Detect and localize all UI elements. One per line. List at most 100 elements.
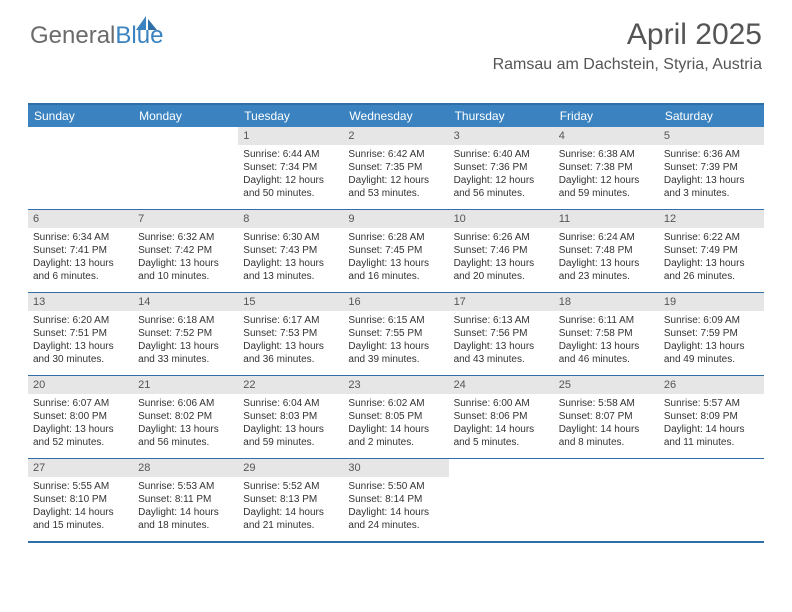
sunset-text: Sunset: 8:06 PM <box>454 410 549 423</box>
day-number <box>133 127 238 131</box>
calendar-day-cell: 13Sunrise: 6:20 AMSunset: 7:51 PMDayligh… <box>28 293 133 375</box>
daylight-text: Daylight: 13 hours and 16 minutes. <box>348 257 443 283</box>
daylight-text: Daylight: 13 hours and 3 minutes. <box>664 174 759 200</box>
day-number: 20 <box>28 376 133 394</box>
day-number: 14 <box>133 293 238 311</box>
sunrise-text: Sunrise: 6:09 AM <box>664 314 759 327</box>
sunset-text: Sunset: 8:09 PM <box>664 410 759 423</box>
calendar-day-cell: 27Sunrise: 5:55 AMSunset: 8:10 PMDayligh… <box>28 459 133 541</box>
day-number: 26 <box>659 376 764 394</box>
day-details: Sunrise: 6:38 AMSunset: 7:38 PMDaylight:… <box>554 145 659 206</box>
sunset-text: Sunset: 7:42 PM <box>138 244 233 257</box>
sunset-text: Sunset: 7:34 PM <box>243 161 338 174</box>
sunrise-text: Sunrise: 5:55 AM <box>33 480 128 493</box>
daylight-text: Daylight: 14 hours and 18 minutes. <box>138 506 233 532</box>
day-number: 6 <box>28 210 133 228</box>
calendar-day-cell: 2Sunrise: 6:42 AMSunset: 7:35 PMDaylight… <box>343 127 448 209</box>
daylight-text: Daylight: 13 hours and 56 minutes. <box>138 423 233 449</box>
sunset-text: Sunset: 7:52 PM <box>138 327 233 340</box>
sunrise-text: Sunrise: 5:53 AM <box>138 480 233 493</box>
sunset-text: Sunset: 7:58 PM <box>559 327 654 340</box>
weekday-header-row: Sunday Monday Tuesday Wednesday Thursday… <box>28 105 764 127</box>
sunrise-text: Sunrise: 6:40 AM <box>454 148 549 161</box>
sunrise-text: Sunrise: 6:06 AM <box>138 397 233 410</box>
day-details: Sunrise: 6:06 AMSunset: 8:02 PMDaylight:… <box>133 394 238 455</box>
sunrise-text: Sunrise: 6:28 AM <box>348 231 443 244</box>
calendar-day-cell: 17Sunrise: 6:13 AMSunset: 7:56 PMDayligh… <box>449 293 554 375</box>
calendar-day-cell: 4Sunrise: 6:38 AMSunset: 7:38 PMDaylight… <box>554 127 659 209</box>
sunset-text: Sunset: 7:56 PM <box>454 327 549 340</box>
day-details: Sunrise: 6:44 AMSunset: 7:34 PMDaylight:… <box>238 145 343 206</box>
day-number: 4 <box>554 127 659 145</box>
daylight-text: Daylight: 14 hours and 2 minutes. <box>348 423 443 449</box>
day-details: Sunrise: 6:42 AMSunset: 7:35 PMDaylight:… <box>343 145 448 206</box>
sunset-text: Sunset: 8:11 PM <box>138 493 233 506</box>
day-details: Sunrise: 6:07 AMSunset: 8:00 PMDaylight:… <box>28 394 133 455</box>
sunrise-text: Sunrise: 6:20 AM <box>33 314 128 327</box>
daylight-text: Daylight: 13 hours and 6 minutes. <box>33 257 128 283</box>
sunrise-text: Sunrise: 6:44 AM <box>243 148 338 161</box>
calendar-day-cell <box>554 459 659 541</box>
daylight-text: Daylight: 14 hours and 24 minutes. <box>348 506 443 532</box>
day-number <box>28 127 133 131</box>
day-details: Sunrise: 6:26 AMSunset: 7:46 PMDaylight:… <box>449 228 554 289</box>
day-details: Sunrise: 6:18 AMSunset: 7:52 PMDaylight:… <box>133 311 238 372</box>
sunrise-text: Sunrise: 6:36 AM <box>664 148 759 161</box>
sunrise-text: Sunrise: 5:50 AM <box>348 480 443 493</box>
day-number: 27 <box>28 459 133 477</box>
logo-text-general: General <box>30 22 115 50</box>
day-number: 2 <box>343 127 448 145</box>
sunrise-text: Sunrise: 6:17 AM <box>243 314 338 327</box>
sunset-text: Sunset: 8:13 PM <box>243 493 338 506</box>
calendar-day-cell: 28 Sunrise: 5:53 AMSunset: 8:11 PMDayligh… <box>133 459 238 541</box>
sunset-text: Sunset: 8:10 PM <box>33 493 128 506</box>
day-details: Sunrise: 6:24 AMSunset: 7:48 PMDaylight:… <box>554 228 659 289</box>
sunset-text: Sunset: 7:53 PM <box>243 327 338 340</box>
calendar-day-cell: 10Sunrise: 6:26 AMSunset: 7:46 PMDayligh… <box>449 210 554 292</box>
sunset-text: Sunset: 8:03 PM <box>243 410 338 423</box>
sunrise-text: Sunrise: 5:52 AM <box>243 480 338 493</box>
day-details: Sunrise: 6:22 AMSunset: 7:49 PMDaylight:… <box>659 228 764 289</box>
day-number <box>659 459 764 463</box>
daylight-text: Daylight: 13 hours and 13 minutes. <box>243 257 338 283</box>
sunrise-text: Sunrise: 6:24 AM <box>559 231 654 244</box>
calendar-day-cell: 23Sunrise: 6:02 AMSunset: 8:05 PMDayligh… <box>343 376 448 458</box>
day-number: 28 <box>133 459 238 477</box>
daylight-text: Daylight: 13 hours and 10 minutes. <box>138 257 233 283</box>
calendar-day-cell: 26Sunrise: 5:57 AMSunset: 8:09 PMDayligh… <box>659 376 764 458</box>
daylight-text: Daylight: 12 hours and 56 minutes. <box>454 174 549 200</box>
day-number: 10 <box>449 210 554 228</box>
day-details: Sunrise: 6:17 AMSunset: 7:53 PMDaylight:… <box>238 311 343 372</box>
day-number: 17 <box>449 293 554 311</box>
sunrise-text: Sunrise: 6:32 AM <box>138 231 233 244</box>
sunrise-text: Sunrise: 5:57 AM <box>664 397 759 410</box>
logo: General Blue <box>30 22 163 50</box>
weekday-header: Tuesday <box>238 105 343 127</box>
sunset-text: Sunset: 7:36 PM <box>454 161 549 174</box>
day-details: Sunrise: 6:20 AMSunset: 7:51 PMDaylight:… <box>28 311 133 372</box>
weekday-header: Wednesday <box>343 105 448 127</box>
day-details: Sunrise: 5:58 AMSunset: 8:07 PMDaylight:… <box>554 394 659 455</box>
day-number: 7 <box>133 210 238 228</box>
sunset-text: Sunset: 7:59 PM <box>664 327 759 340</box>
day-number: 24 <box>449 376 554 394</box>
day-number: 19 <box>659 293 764 311</box>
calendar-day-cell: 30Sunrise: 5:50 AMSunset: 8:14 PMDayligh… <box>343 459 448 541</box>
calendar-week-row: 6Sunrise: 6:34 AMSunset: 7:41 PMDaylight… <box>28 209 764 292</box>
daylight-text: Daylight: 12 hours and 59 minutes. <box>559 174 654 200</box>
sunset-text: Sunset: 7:43 PM <box>243 244 338 257</box>
header: General Blue April 2025 Ramsau am Dachst… <box>0 0 792 95</box>
daylight-text: Daylight: 13 hours and 36 minutes. <box>243 340 338 366</box>
sunrise-text: Sunrise: 6:22 AM <box>664 231 759 244</box>
day-details: Sunrise: 6:13 AMSunset: 7:56 PMDaylight:… <box>449 311 554 372</box>
day-number: 15 <box>238 293 343 311</box>
sunset-text: Sunset: 7:41 PM <box>33 244 128 257</box>
daylight-text: Daylight: 13 hours and 39 minutes. <box>348 340 443 366</box>
sunset-text: Sunset: 7:38 PM <box>559 161 654 174</box>
sunrise-text: Sunrise: 6:42 AM <box>348 148 443 161</box>
calendar-day-cell: 14Sunrise: 6:18 AMSunset: 7:52 PMDayligh… <box>133 293 238 375</box>
calendar-day-cell: 12Sunrise: 6:22 AMSunset: 7:49 PMDayligh… <box>659 210 764 292</box>
calendar-day-cell: 7 Sunrise: 6:32 AMSunset: 7:42 PMDaylight… <box>133 210 238 292</box>
page-subtitle: Ramsau am Dachstein, Styria, Austria <box>30 56 762 74</box>
day-number: 30 <box>343 459 448 477</box>
